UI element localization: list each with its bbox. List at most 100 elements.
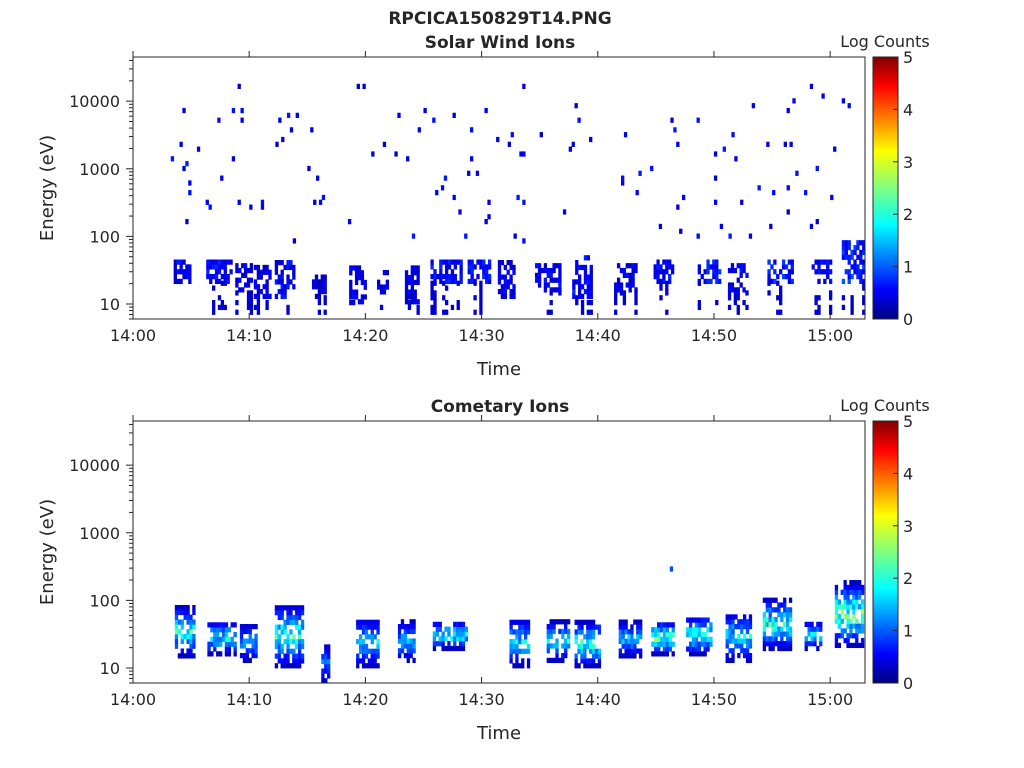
heatmap-cell	[828, 278, 833, 285]
heatmap-cell	[213, 646, 217, 652]
heatmap-cell	[850, 299, 854, 306]
heatmap-cell	[230, 636, 234, 643]
heatmap-cell	[417, 127, 421, 133]
heatmap-cell	[843, 604, 847, 610]
heatmap-cell	[591, 648, 596, 654]
heatmap-cell	[324, 658, 328, 665]
heatmap-cell	[745, 624, 750, 630]
heatmap-cell	[697, 622, 701, 628]
heatmap-cell	[248, 624, 252, 630]
heatmap-cell	[403, 628, 408, 635]
heatmap-cell	[537, 282, 542, 288]
heatmap-cell	[286, 279, 290, 285]
heatmap-cell	[555, 263, 559, 269]
heatmap-cell	[771, 631, 775, 637]
heatmap-cell	[856, 240, 860, 246]
heatmap-cell	[578, 279, 582, 285]
heatmap-cell	[212, 273, 216, 280]
heatmap-cell	[736, 287, 740, 293]
heatmap-cell	[430, 290, 434, 296]
heatmap-cell	[728, 614, 732, 620]
heatmap-cell	[363, 279, 367, 286]
colorbar-tick-label: 1	[903, 622, 913, 641]
heatmap-cell	[376, 663, 380, 669]
heatmap-cell	[628, 272, 632, 279]
heatmap-cell	[360, 279, 365, 286]
x-tick-label: 14:30	[459, 690, 505, 709]
heatmap-cell	[627, 629, 631, 635]
heatmap-cell	[377, 279, 381, 285]
heatmap-cell	[217, 117, 221, 123]
heatmap-cell	[727, 304, 732, 311]
heatmap-cell	[671, 622, 675, 628]
heatmap-cell	[452, 194, 456, 201]
heatmap-cell	[694, 627, 699, 633]
heatmap-cell	[837, 642, 841, 649]
heatmap-cell	[210, 641, 214, 647]
heatmap-cell	[432, 631, 437, 637]
heatmap-cell	[367, 663, 372, 669]
heatmap-cell	[742, 263, 746, 269]
heatmap-cell	[323, 309, 327, 315]
heatmap-cell	[736, 304, 740, 311]
heatmap-cell	[274, 639, 279, 645]
heatmap-cell	[324, 654, 328, 660]
heatmap-cell	[526, 648, 531, 654]
heatmap-cell	[662, 636, 667, 643]
heatmap-cell	[765, 607, 769, 613]
heatmap-cell	[739, 267, 743, 274]
heatmap-cell	[813, 641, 817, 647]
heatmap-cell	[834, 642, 839, 649]
heatmap-cell	[634, 295, 638, 301]
heatmap-cell	[583, 663, 587, 669]
heatmap-cell	[237, 83, 241, 90]
heatmap-cell	[725, 638, 729, 644]
heatmap-cell	[233, 651, 237, 657]
heatmap-cell	[461, 631, 466, 637]
heatmap-cell	[558, 657, 562, 664]
heatmap-cell	[254, 638, 258, 644]
heatmap-cell	[840, 609, 844, 615]
heatmap-cell	[497, 260, 502, 266]
heatmap-cell	[323, 274, 327, 280]
heatmap-cell	[859, 278, 863, 285]
heatmap-cell	[697, 641, 701, 647]
heatmap-cell	[482, 259, 486, 265]
heatmap-cell	[352, 289, 356, 295]
heatmap-cell	[841, 295, 846, 301]
heatmap-cell	[403, 638, 408, 644]
heatmap-cell	[268, 269, 272, 275]
heatmap-cell	[847, 273, 851, 280]
heatmap-cell	[785, 616, 790, 623]
heatmap-cell	[456, 636, 460, 642]
heatmap-cell	[535, 263, 539, 269]
heatmap-cell	[670, 264, 675, 270]
heatmap-cell	[555, 619, 559, 625]
heatmap-cell	[633, 648, 637, 654]
heatmap-cell	[487, 214, 491, 220]
heatmap-cell	[669, 566, 674, 572]
heatmap-cell	[589, 639, 593, 645]
heatmap-cell	[265, 284, 269, 290]
heatmap-cell	[289, 260, 293, 266]
heatmap-cell	[780, 612, 784, 618]
heatmap-cell	[253, 304, 258, 311]
heatmap-cell	[686, 646, 690, 652]
heatmap-cell	[509, 639, 513, 645]
heatmap-cell	[668, 622, 672, 628]
heatmap-cell	[862, 259, 865, 265]
heatmap-cell	[743, 638, 747, 644]
heatmap-cell	[776, 309, 780, 315]
heatmap-cell	[447, 278, 452, 285]
heatmap-cell	[546, 638, 550, 644]
heatmap-cell	[733, 287, 738, 293]
heatmap-cell	[740, 643, 744, 649]
heatmap-cell	[522, 238, 526, 244]
heatmap-cell	[209, 273, 213, 280]
heatmap-cell	[439, 273, 443, 280]
heatmap-cell	[274, 279, 279, 285]
heatmap-cell	[659, 269, 663, 275]
heatmap-cell	[376, 619, 380, 625]
heatmap-cell	[768, 612, 772, 618]
heatmap-cell	[566, 633, 571, 639]
